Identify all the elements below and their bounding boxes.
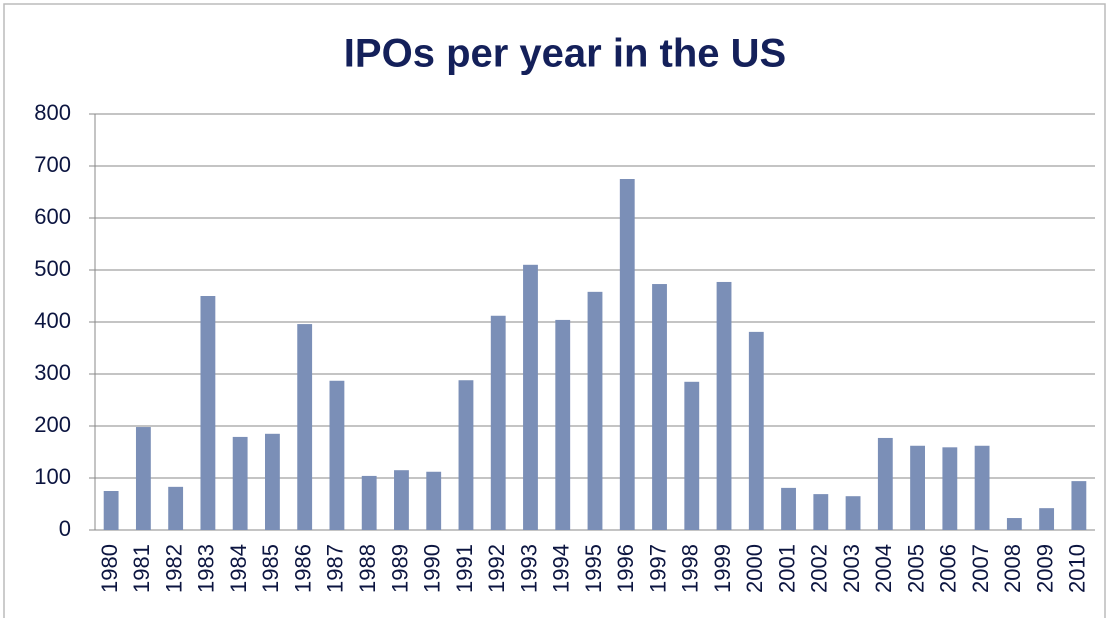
y-tick-label: 200 — [34, 412, 71, 437]
x-tick-label: 2009 — [1032, 544, 1057, 593]
bar — [200, 296, 216, 530]
x-tick-label: 1980 — [97, 544, 122, 593]
bar — [781, 487, 796, 530]
y-tick-label: 500 — [34, 256, 71, 281]
x-tick-label: 2000 — [742, 544, 767, 593]
bar — [103, 491, 119, 530]
x-tick-label: 1995 — [581, 544, 606, 593]
x-tick-label: 1984 — [226, 544, 251, 593]
x-tick-label: 2005 — [903, 544, 928, 593]
x-tick-label: 1985 — [258, 544, 283, 593]
x-tick-label: 2010 — [1065, 544, 1090, 593]
x-tick-label: 2006 — [936, 544, 961, 593]
bar — [523, 264, 538, 530]
bar — [877, 437, 893, 530]
bar — [1071, 481, 1087, 530]
x-tick-label: 1987 — [323, 544, 348, 593]
bar — [361, 475, 377, 530]
bar — [619, 179, 635, 530]
y-tick-label: 700 — [34, 152, 71, 177]
bar — [232, 436, 248, 530]
x-tick-label: 2001 — [774, 544, 799, 593]
y-tick-label: 800 — [34, 100, 71, 125]
bar — [652, 284, 667, 530]
bar — [297, 324, 313, 530]
x-tick-label: 1992 — [484, 544, 509, 593]
x-tick-label: 1988 — [355, 544, 380, 593]
bar — [813, 494, 829, 530]
x-tick-label: 1997 — [645, 544, 670, 593]
bar — [168, 486, 184, 530]
y-tick-label: 600 — [34, 204, 71, 229]
x-tick-label: 2002 — [807, 544, 832, 593]
bar — [748, 331, 764, 530]
bar — [845, 496, 861, 530]
y-tick-label: 400 — [34, 308, 71, 333]
bar — [426, 471, 442, 530]
x-tick-label: 1982 — [161, 544, 186, 593]
x-tick-label: 1993 — [516, 544, 541, 593]
bar — [135, 427, 151, 530]
bar — [684, 381, 700, 530]
x-tick-label: 2003 — [839, 544, 864, 593]
x-tick-label: 2008 — [1000, 544, 1025, 593]
bar — [910, 445, 925, 530]
chart-title: IPOs per year in the US — [344, 32, 786, 76]
x-tick-label: 1991 — [452, 544, 477, 593]
x-tick-label: 1981 — [129, 544, 154, 593]
bar — [974, 445, 990, 530]
x-tick-label: 1994 — [549, 544, 574, 593]
bar — [329, 380, 345, 530]
bar — [555, 319, 571, 530]
bar — [394, 470, 409, 530]
chart-frame — [3, 3, 1106, 618]
bar — [1039, 508, 1055, 530]
y-tick-label: 100 — [34, 464, 71, 489]
y-tick-label: 0 — [59, 516, 71, 541]
x-tick-label: 1996 — [613, 544, 638, 593]
x-tick-label: 1998 — [678, 544, 703, 593]
x-tick-label: 1999 — [710, 544, 735, 593]
x-tick-label: 1983 — [194, 544, 219, 593]
bar — [1006, 518, 1022, 530]
bar — [458, 380, 474, 530]
y-tick-label: 300 — [34, 360, 71, 385]
x-tick-label: 1989 — [387, 544, 412, 593]
x-tick-label: 1986 — [290, 544, 315, 593]
bar — [265, 433, 280, 530]
bar — [490, 315, 506, 530]
bar — [716, 281, 732, 530]
x-tick-label: 2007 — [968, 544, 993, 593]
bar — [942, 447, 958, 530]
x-tick-label: 1990 — [420, 544, 445, 593]
bar — [587, 291, 603, 530]
x-tick-label: 2004 — [871, 544, 896, 593]
